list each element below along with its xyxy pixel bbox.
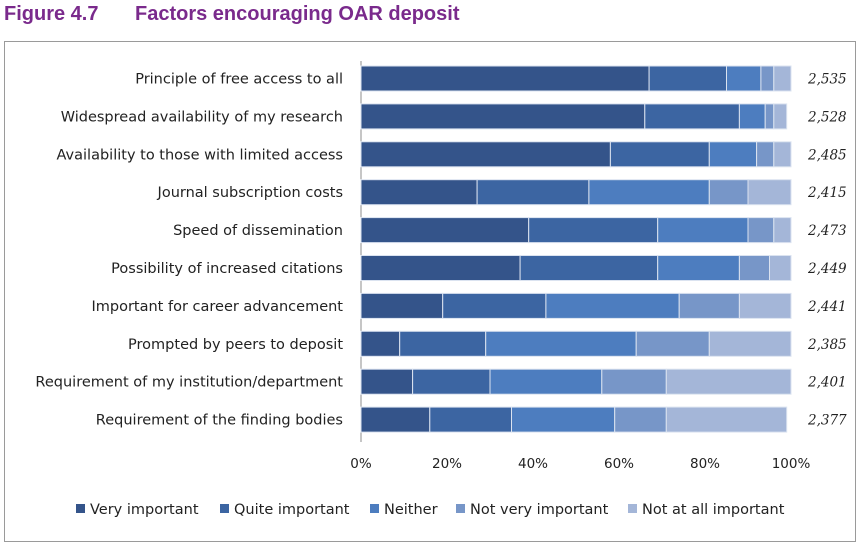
x-tick-label: 40% <box>518 456 548 472</box>
category-label: Journal subscription costs <box>157 185 343 201</box>
category-label: Prompted by peers to deposit <box>128 337 343 353</box>
bar-segment <box>601 368 667 395</box>
bar-segment <box>773 65 792 92</box>
figure-caption: Factors encouraging OAR deposit <box>135 3 460 25</box>
bar-segment <box>545 292 680 319</box>
bar-segment <box>412 368 491 395</box>
bar-segment <box>644 103 740 130</box>
bar-segment <box>738 255 771 281</box>
bar-segment <box>657 217 749 244</box>
category-label: Requirement of the finding bodies <box>96 413 343 429</box>
count-label: 2,528 <box>807 109 847 125</box>
bar-segment <box>360 368 414 395</box>
bar-segment <box>760 65 775 92</box>
bar-segment <box>442 292 547 319</box>
legend-swatch <box>628 504 637 513</box>
bar-segment <box>429 406 512 433</box>
bar-segment <box>747 217 775 244</box>
category-label: Widespread availability of my research <box>61 109 343 125</box>
legend: Very important Quite important Neither Not … <box>76 502 785 518</box>
bar-segment <box>769 255 792 281</box>
category-labels: Principle of free access to all Widesprea… <box>35 72 343 429</box>
bar-segment <box>635 330 710 357</box>
figure-number: Figure 4.7 <box>4 3 99 25</box>
x-tick-label: 60% <box>604 456 634 472</box>
category-label: Requirement of my institution/department <box>35 375 343 391</box>
bar-segment <box>399 330 487 357</box>
legend-label: Neither <box>384 502 438 518</box>
figure-title: Figure 4.7 Factors encouraging OAR deposi… <box>4 3 459 26</box>
bar-segment <box>360 103 646 130</box>
legend-label: Not very important <box>470 502 609 518</box>
bars <box>360 65 792 433</box>
bar-segment <box>511 406 616 433</box>
category-label: Important for career advancement <box>91 299 343 315</box>
legend-swatch <box>456 504 465 513</box>
bar-segment <box>476 179 590 206</box>
legend-swatch <box>220 504 229 513</box>
bar-segment <box>360 179 478 206</box>
x-tick-label: 0% <box>350 456 372 472</box>
legend-label: Not at all important <box>642 502 785 518</box>
bar-segment <box>773 217 792 244</box>
x-tick-label: 80% <box>690 456 720 472</box>
count-label: 2,385 <box>807 337 847 353</box>
legend-swatch <box>76 504 85 513</box>
bar-segment <box>773 103 788 130</box>
bar-segment <box>360 141 611 168</box>
count-label: 2,441 <box>807 299 847 315</box>
bar-segment <box>614 406 667 433</box>
count-label: 2,485 <box>807 147 847 163</box>
bar-segment <box>609 141 710 168</box>
bar-segment <box>360 65 650 92</box>
bar-segment <box>665 406 788 433</box>
legend-label: Very important <box>90 502 199 518</box>
bar-segment <box>588 179 710 206</box>
bar-segment <box>528 217 659 244</box>
category-label: Principle of free access to all <box>135 72 343 88</box>
bar-segment <box>773 141 792 168</box>
x-axis-ticks: 0% 20% 40% 60% 80% 100% <box>350 456 810 472</box>
bar-segment <box>485 330 637 357</box>
bar-segment <box>657 255 740 281</box>
bar-segment <box>489 368 603 395</box>
bar-segment <box>360 292 444 319</box>
bar-segment <box>678 292 740 319</box>
bar-segment <box>726 65 762 92</box>
count-label: 2,535 <box>807 72 847 88</box>
count-label: 2,377 <box>807 413 847 429</box>
chart-frame <box>4 41 856 542</box>
bar-segment <box>708 179 749 206</box>
bar-segment <box>747 179 792 206</box>
bar-segment <box>756 141 775 168</box>
bar-segment <box>708 141 758 168</box>
category-label: Speed of dissemination <box>173 223 343 239</box>
category-label: Availability to those with limited acces… <box>56 147 343 163</box>
bar-segment <box>708 330 792 357</box>
count-label: 2,401 <box>807 375 847 391</box>
bar-segment <box>360 217 530 244</box>
bar-segment <box>360 330 401 357</box>
legend-swatch <box>370 504 379 513</box>
bar-segment <box>519 255 659 281</box>
count-label: 2,473 <box>807 223 847 239</box>
bar-segment <box>738 103 766 130</box>
count-labels: 2,535 2,528 2,485 2,415 2,473 2,449 2,441 2,385… <box>807 72 847 429</box>
category-label: Possibility of increased citations <box>111 261 343 277</box>
legend-label: Quite important <box>234 502 350 518</box>
count-label: 2,415 <box>807 185 847 201</box>
bar-segment <box>665 368 792 395</box>
bar-segment <box>738 292 792 319</box>
x-tick-label: 20% <box>432 456 462 472</box>
count-label: 2,449 <box>807 261 847 277</box>
bar-segment <box>764 103 775 130</box>
x-tick-label: 100% <box>772 456 811 472</box>
bar-segment <box>360 255 521 281</box>
bar-segment <box>648 65 727 92</box>
bar-segment <box>360 406 431 433</box>
